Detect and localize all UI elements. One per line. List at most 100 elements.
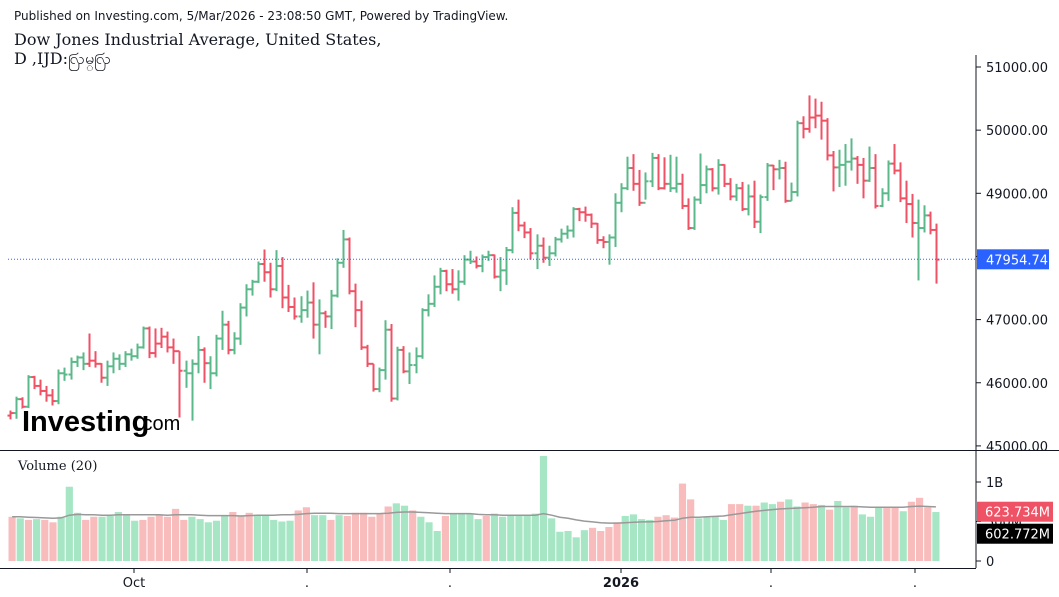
ohlc-bar <box>527 228 534 260</box>
ohlc-bar <box>189 359 196 421</box>
volume-bar <box>638 519 646 561</box>
volume-bar <box>433 530 441 561</box>
volume-bar <box>261 515 270 561</box>
ohlc-bar <box>304 290 311 318</box>
ohlc-bar <box>43 385 50 402</box>
ohlc-bar <box>116 354 123 371</box>
ohlc-bar <box>491 254 498 279</box>
ohlc-bar <box>897 162 904 203</box>
volume-bars <box>8 455 940 561</box>
ohlc-bar <box>721 163 728 187</box>
ohlc-bar <box>661 157 668 190</box>
volume-bar <box>621 515 629 561</box>
volume-ma-badge <box>977 523 1053 544</box>
volume-bar <box>727 504 736 561</box>
ohlc-bar <box>400 346 407 374</box>
volume-bar <box>188 516 196 561</box>
ohlc-bar <box>630 154 637 191</box>
volume-bar <box>204 522 212 561</box>
volume-bar <box>539 455 548 561</box>
ohlc-bar <box>80 352 87 371</box>
volume-bar <box>597 530 605 561</box>
ohlc-bar <box>818 101 825 140</box>
volume-bar <box>883 508 891 561</box>
volume-bar <box>703 516 711 561</box>
time-tick-label: Oct <box>123 576 145 591</box>
volume-bar <box>172 508 180 561</box>
ohlc-bar <box>25 375 32 415</box>
volume-bar <box>548 518 556 561</box>
ohlc-bar <box>600 236 607 249</box>
ohlc-bar <box>340 229 347 268</box>
volume-bar <box>834 500 842 561</box>
ohlc-bar <box>788 182 795 202</box>
ohlc-bar <box>19 397 26 412</box>
volume-bar <box>335 515 343 561</box>
volume-bar <box>850 505 858 561</box>
volume-bar <box>507 515 515 561</box>
volume-bar <box>490 513 499 561</box>
volume-bar <box>384 506 392 561</box>
volume-bar <box>662 515 670 561</box>
volume-bar <box>212 520 221 561</box>
ohlc-bar <box>800 116 807 139</box>
volume-bar <box>744 505 752 561</box>
ohlc-bar <box>624 156 631 191</box>
volume-bar <box>785 499 793 561</box>
chart-subtitle: D ,IJD:ꩺမ္ꩺ <box>14 49 112 68</box>
volume-bar <box>793 506 801 561</box>
ohlc-bar <box>92 351 99 368</box>
volume-bar <box>221 515 229 561</box>
ohlc-bar <box>419 308 426 359</box>
ohlc-bar <box>322 310 329 328</box>
volume-bar <box>24 519 33 561</box>
ohlc-bar <box>104 360 111 386</box>
ohlc-bar <box>31 375 38 390</box>
ohlc-bar <box>794 120 801 197</box>
published-line: Published on Investing.com, 5/Mar/2026 -… <box>14 9 509 23</box>
ohlc-bar <box>885 160 892 201</box>
ohlc-bar <box>201 347 208 383</box>
volume-bar <box>106 515 114 561</box>
volume-bar <box>629 514 638 561</box>
ohlc-bar <box>110 352 117 374</box>
ohlc-bar <box>612 193 619 247</box>
volume-bar <box>711 516 719 561</box>
ohlc-bar <box>739 181 746 211</box>
volume-bar <box>90 516 98 561</box>
ohlc-bar <box>866 146 873 182</box>
ohlc-bar <box>764 162 771 201</box>
ohlc-bar <box>310 282 317 339</box>
last-price-label: 47954.74 <box>986 253 1048 268</box>
ohlc-bar <box>540 237 547 263</box>
volume-bar <box>768 504 776 561</box>
ohlc-bar <box>146 326 153 359</box>
price-tick-label: 45000.00 <box>986 440 1048 455</box>
ohlc-bar <box>158 327 165 349</box>
volume-bar <box>253 515 261 561</box>
volume-bar <box>907 501 915 561</box>
ohlc-bar <box>164 331 171 353</box>
volume-bar <box>41 519 49 561</box>
volume-bar <box>719 519 727 561</box>
volume-bar <box>678 483 687 561</box>
ohlc-bar <box>328 289 335 330</box>
ohlc-bar <box>473 256 480 269</box>
volume-bar <box>932 512 940 561</box>
ohlc-bar <box>358 300 365 350</box>
ohlc-bar <box>879 188 886 208</box>
ohlc-bar <box>618 183 625 213</box>
ohlc-bar <box>751 180 758 229</box>
ohlc-bar <box>854 156 861 184</box>
ohlc-bar <box>806 95 813 133</box>
ohlc-bar <box>68 357 75 380</box>
ohlc-bar <box>49 389 56 406</box>
last-volume-badge <box>977 501 1053 522</box>
ohlc-bar <box>927 211 934 235</box>
volume-bar <box>556 531 564 561</box>
volume-bar <box>670 517 678 561</box>
ohlc-bar <box>255 261 262 283</box>
volume-bar <box>180 519 188 561</box>
ohlc-bar <box>594 222 601 244</box>
